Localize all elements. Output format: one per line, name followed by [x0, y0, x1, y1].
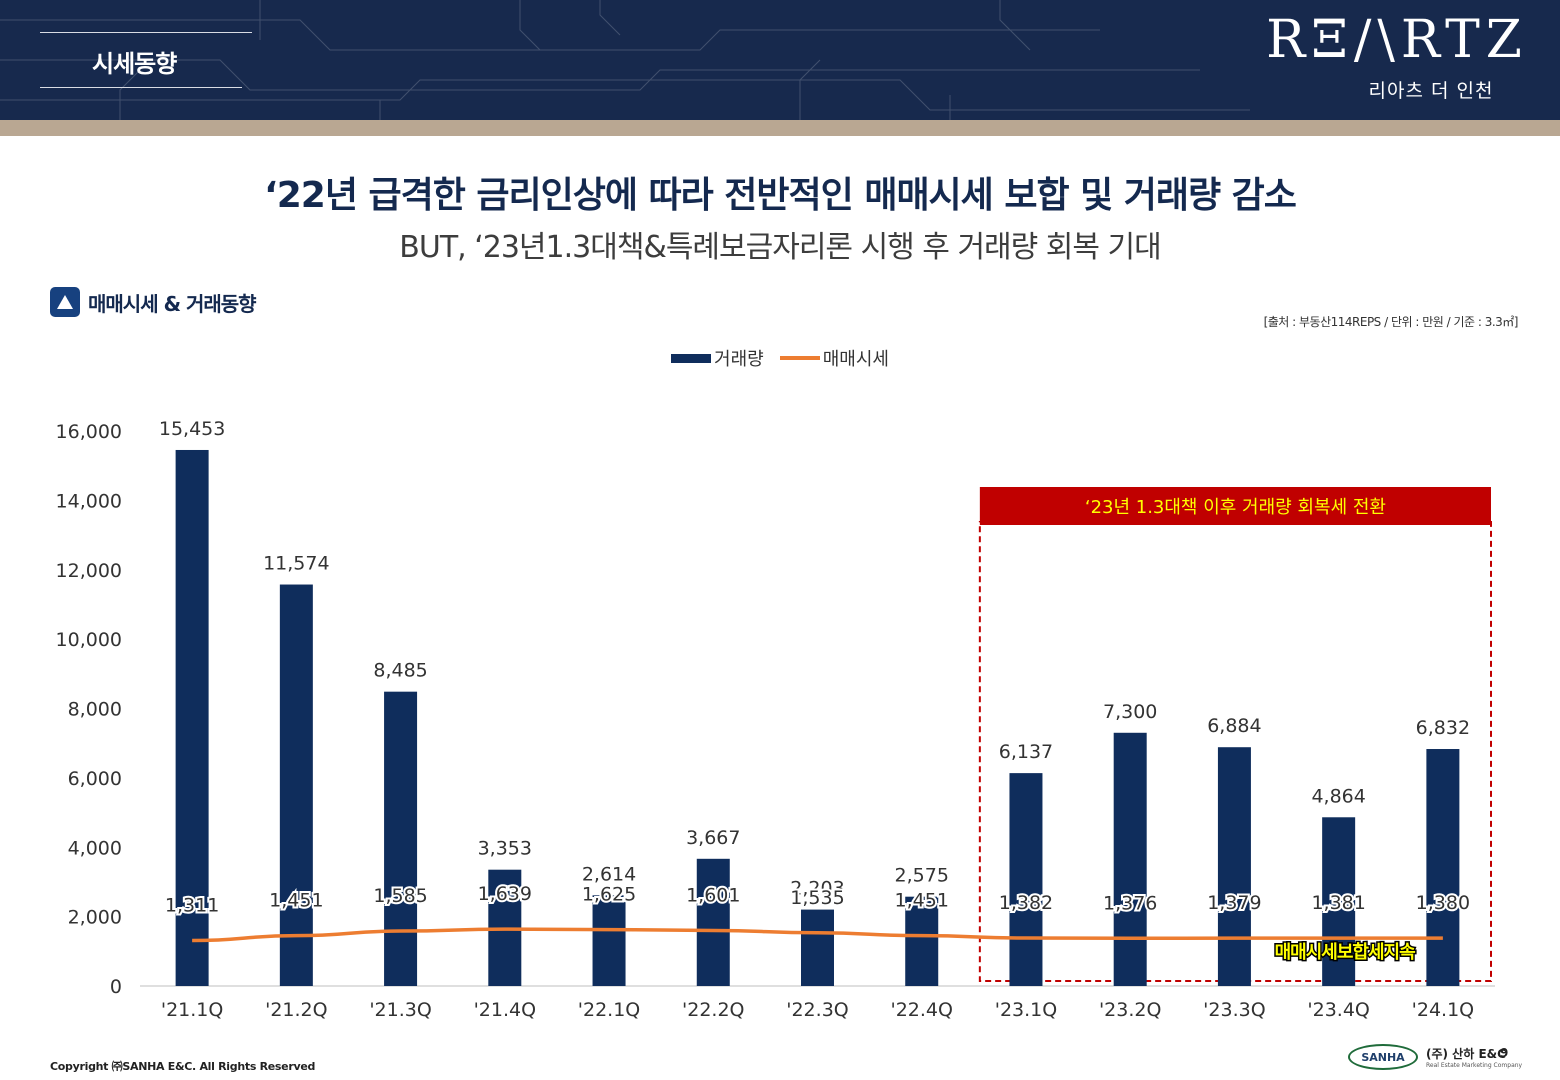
line-data-label: 1,311 — [165, 895, 219, 917]
line-data-label: 1,381 — [1311, 892, 1365, 914]
y-tick-label: 6,000 — [68, 768, 122, 790]
bar — [279, 584, 313, 986]
line-data-label: 1,376 — [1103, 892, 1157, 914]
x-tick-label: '21.1Q — [161, 999, 223, 1021]
legend-item-price: 매매시세 — [779, 345, 889, 371]
bar — [1113, 732, 1147, 986]
subheadline: BUT, ‘23년1.3대책&특례보금자리론 시행 후 거래량 회복 기대 — [399, 230, 1161, 265]
sanha-badge: SANHA — [1348, 1044, 1418, 1070]
chart-heading: 매매시세 & 거래동향 — [50, 287, 257, 317]
x-tick-label: '21.3Q — [369, 999, 431, 1021]
divider — [40, 87, 242, 88]
bar-data-label: 3,353 — [478, 838, 532, 860]
chart-heading-text: 매매시세 & 거래동향 — [88, 291, 257, 316]
bar — [1009, 773, 1043, 986]
source-note: [출처 : 부동산114REPS / 단위 : 만원 / 기준 : 3.3㎡] — [1263, 315, 1519, 329]
price-line — [192, 927, 1443, 943]
highlight-banner-label: ‘23년 1.3대책 이후 거래량 회복세 전환 — [1085, 497, 1386, 518]
bar — [592, 895, 626, 986]
chart-legend: 거래량 매매시세 — [0, 345, 1560, 371]
bar — [905, 896, 939, 986]
x-tick-label: '22.4Q — [890, 999, 952, 1021]
company-logo: SANHA (주) 산하 E&C Real Estate Marketing C… — [1348, 1044, 1522, 1070]
x-tick-label: '21.4Q — [474, 999, 536, 1021]
x-tick-label: '22.3Q — [786, 999, 848, 1021]
legend-swatch-bar — [671, 353, 712, 363]
line-data-label: 1,625 — [582, 884, 636, 906]
bar-data-label: 15,453 — [159, 418, 225, 440]
y-tick-label: 4,000 — [68, 837, 122, 859]
line-data-label: 1,535 — [790, 887, 844, 909]
legend-label: 매매시세 — [822, 349, 889, 370]
y-tick-label: 2,000 — [68, 907, 122, 929]
company-tagline: Real Estate Marketing Company — [1426, 1062, 1523, 1069]
bar-data-label: 6,884 — [1207, 715, 1261, 737]
annotation-text: 매매시세보합세지속 — [1275, 941, 1415, 963]
circuit-pattern — [0, 0, 1250, 120]
line-data-label: 1,451 — [895, 890, 949, 912]
x-tick-label: '24.1Q — [1412, 999, 1474, 1021]
page-number: 9 — [1500, 1046, 1509, 1060]
triangle-icon — [50, 287, 80, 317]
y-tick-label: 12,000 — [56, 560, 122, 582]
bar-data-label: 8,485 — [373, 660, 427, 682]
section-label: 시세동향 — [92, 50, 177, 78]
brand-logo: RΞ/\RTZ 리아츠 더 인천 — [1262, 10, 1532, 110]
header-band: 시세동향 RΞ/\RTZ 리아츠 더 인천 — [0, 0, 1560, 120]
highlight-banner — [979, 487, 1491, 525]
legend-item-volume: 거래량 — [671, 345, 764, 371]
y-tick-label: 8,000 — [68, 699, 122, 721]
x-tick-label: '22.1Q — [578, 999, 640, 1021]
bar-data-label: 6,832 — [1416, 717, 1470, 739]
bar-data-label: 2,203 — [790, 878, 844, 900]
company-name-text: (주) 산하 E&C — [1426, 1047, 1506, 1061]
combo-chart: ‘23년 1.3대책 이후 거래량 회복세 전환 0 2,000 4,000 6,000… — [56, 418, 1495, 1021]
legend-label: 거래량 — [714, 349, 764, 370]
x-tick-label: '21.2Q — [265, 999, 327, 1021]
bar — [801, 909, 834, 986]
line-data-label: 1,380 — [1416, 892, 1470, 914]
bar — [175, 449, 209, 986]
legend-swatch-line — [779, 356, 820, 360]
x-tick-label: '23.4Q — [1307, 999, 1369, 1021]
line-data-label: 1,601 — [686, 884, 740, 906]
y-tick-label: 16,000 — [56, 421, 122, 443]
copyright: Copyright ㈜SANHA E&C. All Rights Reserve… — [50, 1060, 316, 1073]
bar-data-label: 2,614 — [582, 863, 636, 885]
bar-data-label: 3,667 — [686, 827, 740, 849]
x-tick-label: '23.1Q — [995, 999, 1057, 1021]
accent-band — [0, 120, 1560, 136]
bar-data-label: 6,137 — [999, 741, 1053, 763]
bar — [696, 858, 730, 986]
bar-data-label: 4,864 — [1311, 785, 1365, 807]
brand-subtitle: 리아츠 더 인천 — [1368, 80, 1494, 102]
company-name: (주) 산하 E&C Real Estate Marketing Company — [1426, 1045, 1522, 1069]
bar — [384, 691, 418, 986]
bar — [1426, 749, 1460, 986]
bar — [1217, 747, 1251, 986]
line-data-label: 1,451 — [269, 890, 323, 912]
y-tick-label: 0 — [110, 976, 122, 998]
bar-data-label: 2,575 — [895, 865, 949, 887]
y-tick-label: 10,000 — [56, 629, 122, 651]
bar-data-label: 7,300 — [1103, 701, 1157, 723]
brand-wordmark: RΞ/\RTZ — [1266, 10, 1528, 70]
line-data-label: 1,585 — [373, 885, 427, 907]
x-tick-label: '23.3Q — [1203, 999, 1265, 1021]
x-tick-label: '23.2Q — [1099, 999, 1161, 1021]
y-tick-label: 14,000 — [56, 490, 122, 512]
line-data-label: 1,379 — [1207, 892, 1261, 914]
content-card — [14, 136, 1546, 1080]
bar — [1322, 817, 1356, 986]
section-tag: 시세동향 — [40, 32, 252, 88]
x-tick-label: '22.2Q — [682, 999, 744, 1021]
bar-data-label: 11,574 — [263, 553, 329, 575]
headline: ‘22년 급격한 금리인상에 따라 전반적인 매매시세 보합 및 거래량 감소 — [264, 175, 1297, 216]
line-data-label: 1,639 — [478, 883, 532, 905]
divider — [40, 32, 252, 33]
line-data-label: 1,382 — [999, 892, 1053, 914]
